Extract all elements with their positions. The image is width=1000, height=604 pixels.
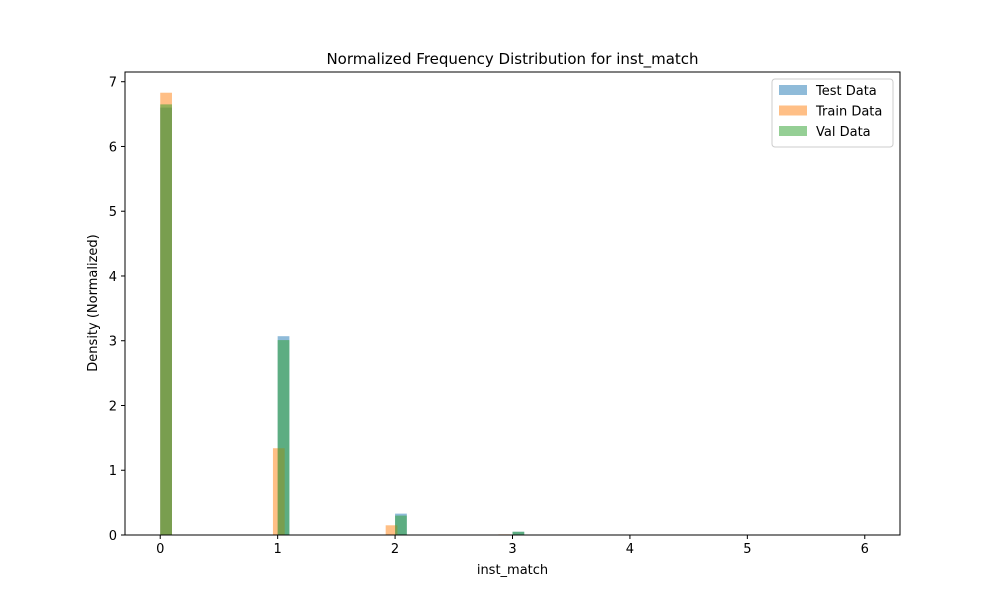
y-tick-label: 3	[109, 335, 117, 350]
y-tick-label: 2	[109, 399, 117, 414]
legend-label: Val Data	[816, 125, 871, 140]
y-axis-label: Density (Normalized)	[86, 234, 101, 371]
x-tick-label: 1	[274, 542, 282, 557]
bar-val-data-2	[395, 515, 407, 535]
bar-val-data-1	[277, 340, 290, 535]
x-tick-label: 3	[508, 542, 516, 557]
legend-swatch	[779, 85, 807, 95]
bar-val-data-3	[512, 531, 525, 535]
bars-layer	[160, 92, 525, 536]
bar-train-data-2	[385, 525, 398, 535]
x-tick-label: 0	[156, 542, 164, 557]
legend-swatch	[779, 105, 807, 116]
y-tick-label: 1	[109, 464, 117, 479]
y-tick-label: 0	[109, 529, 117, 544]
x-tick-label: 6	[861, 542, 869, 557]
x-axis-label: inst_match	[477, 563, 548, 578]
y-tick-label: 7	[109, 76, 117, 91]
legend-label: Test Data	[815, 84, 877, 99]
legend-label: Train Data	[815, 105, 882, 120]
y-tick-label: 4	[109, 270, 117, 285]
x-tick-label: 5	[743, 542, 751, 557]
legend-swatch	[779, 126, 807, 136]
chart-title: Normalized Frequency Distribution for in…	[326, 50, 698, 69]
y-tick-label: 6	[109, 140, 117, 155]
axes-layer: 0 1 2 3 4 5 6 0 1 2 3 4 5 6 7	[109, 71, 901, 557]
bar-val-data-0	[160, 104, 172, 535]
y-tick-label: 5	[109, 205, 117, 220]
x-tick-label: 2	[391, 542, 399, 557]
legend: Test Data Train Data Val Data	[771, 78, 894, 148]
x-tick-label: 4	[626, 542, 634, 557]
